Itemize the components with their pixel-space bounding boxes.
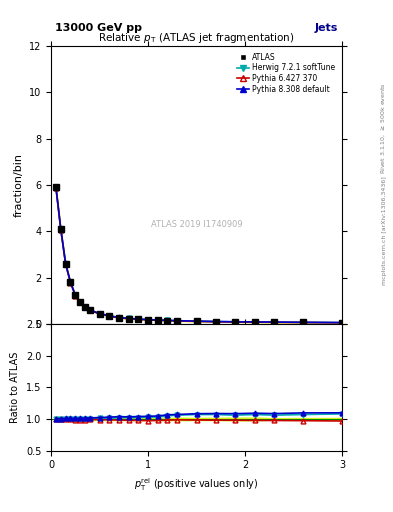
Text: mcplots.cern.ch [arXiv:1306.3436]: mcplots.cern.ch [arXiv:1306.3436] [382,176,387,285]
Title: Relative $p_{\mathrm{T}}$ (ATLAS jet fragmentation): Relative $p_{\mathrm{T}}$ (ATLAS jet fra… [98,31,295,45]
Text: Jets: Jets [315,23,338,33]
X-axis label: $p_{\mathrm{T}}^{\mathrm{rel}}$ (positive values only): $p_{\mathrm{T}}^{\mathrm{rel}}$ (positiv… [134,476,259,493]
Text: Rivet 3.1.10, $\geq$ 500k events: Rivet 3.1.10, $\geq$ 500k events [380,82,387,174]
Text: 13000 GeV pp: 13000 GeV pp [55,23,142,33]
Legend: ATLAS, Herwig 7.2.1 softTune, Pythia 6.427 370, Pythia 8.308 default: ATLAS, Herwig 7.2.1 softTune, Pythia 6.4… [234,50,338,97]
Y-axis label: fraction/bin: fraction/bin [13,153,24,217]
Y-axis label: Ratio to ATLAS: Ratio to ATLAS [10,352,20,423]
Text: ATLAS 2019 I1740909: ATLAS 2019 I1740909 [151,220,242,229]
